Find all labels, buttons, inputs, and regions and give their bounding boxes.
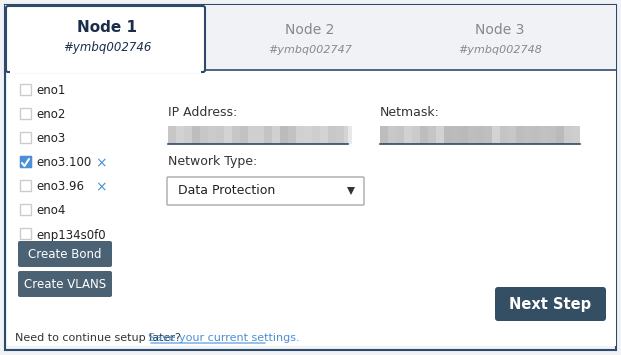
Text: Netmask:: Netmask: — [380, 105, 440, 119]
Bar — [168, 126, 348, 144]
Text: #ymbq002746: #ymbq002746 — [63, 40, 151, 54]
Bar — [492, 126, 500, 144]
Bar — [20, 204, 31, 215]
Text: Next Step: Next Step — [509, 296, 592, 311]
Text: Save your current settings.: Save your current settings. — [148, 333, 299, 343]
Bar — [288, 126, 296, 144]
Bar — [256, 126, 264, 144]
Polygon shape — [347, 187, 355, 195]
Bar — [548, 126, 556, 144]
Bar — [428, 126, 436, 144]
Bar — [248, 126, 256, 144]
Bar — [224, 126, 232, 144]
Bar — [572, 126, 580, 144]
Bar — [280, 126, 288, 144]
Bar — [336, 126, 344, 144]
FancyBboxPatch shape — [167, 177, 364, 205]
Bar — [380, 126, 388, 144]
Text: ×: × — [95, 180, 107, 194]
Bar — [10, 68, 201, 73]
Bar — [20, 108, 31, 119]
Bar — [412, 126, 420, 144]
Bar — [312, 126, 320, 144]
Text: Node 1: Node 1 — [77, 20, 137, 34]
Bar — [436, 126, 444, 144]
Text: Node 2: Node 2 — [285, 23, 335, 37]
Bar — [508, 126, 516, 144]
FancyBboxPatch shape — [18, 271, 112, 297]
Text: Need to continue setup later?: Need to continue setup later? — [15, 333, 181, 343]
Bar — [264, 126, 272, 144]
Bar — [176, 126, 184, 144]
Bar — [420, 126, 428, 144]
Bar — [460, 126, 468, 144]
Bar — [208, 126, 216, 144]
Bar — [216, 126, 224, 144]
FancyBboxPatch shape — [6, 6, 205, 72]
Bar — [328, 126, 336, 144]
Bar — [20, 180, 31, 191]
Text: eno1: eno1 — [36, 84, 65, 98]
Bar — [304, 126, 312, 144]
Bar — [7, 69, 616, 346]
Bar — [272, 126, 280, 144]
Bar — [452, 126, 460, 144]
Text: Data Protection: Data Protection — [178, 185, 275, 197]
FancyBboxPatch shape — [495, 287, 606, 321]
Bar — [168, 126, 176, 144]
Text: Create Bond: Create Bond — [28, 247, 102, 261]
Bar — [5, 5, 616, 70]
Bar — [468, 126, 476, 144]
Text: #ymbq002748: #ymbq002748 — [458, 45, 542, 55]
Bar — [232, 126, 240, 144]
Text: #ymbq002747: #ymbq002747 — [268, 45, 352, 55]
Bar — [524, 126, 532, 144]
Bar — [556, 126, 564, 144]
Bar — [532, 126, 540, 144]
Text: eno4: eno4 — [36, 204, 65, 218]
Text: enp134s0f1: enp134s0f1 — [36, 252, 106, 266]
Bar — [20, 228, 31, 239]
Text: Network Type:: Network Type: — [168, 155, 257, 169]
Text: IP Address:: IP Address: — [168, 105, 237, 119]
Text: Create VLANS: Create VLANS — [24, 278, 106, 290]
Bar — [516, 126, 524, 144]
Bar — [20, 252, 31, 263]
Bar — [20, 156, 31, 167]
Bar — [344, 126, 352, 144]
Text: Node 3: Node 3 — [475, 23, 525, 37]
Bar — [396, 126, 404, 144]
Bar — [476, 126, 484, 144]
Text: eno3.100: eno3.100 — [36, 157, 91, 169]
FancyBboxPatch shape — [18, 241, 112, 267]
Bar — [192, 126, 200, 144]
Bar — [240, 126, 248, 144]
Bar — [540, 126, 548, 144]
Bar — [20, 132, 31, 143]
Bar — [296, 126, 304, 144]
Text: eno3.96: eno3.96 — [36, 180, 84, 193]
Text: eno3: eno3 — [36, 132, 65, 146]
FancyBboxPatch shape — [5, 5, 616, 350]
Bar — [320, 126, 328, 144]
Bar — [20, 156, 31, 167]
Text: eno2: eno2 — [36, 109, 65, 121]
Bar — [200, 126, 208, 144]
Bar — [20, 84, 31, 95]
Bar — [564, 126, 572, 144]
Bar — [500, 126, 508, 144]
Bar — [184, 126, 192, 144]
Bar — [388, 126, 396, 144]
Text: ×: × — [95, 156, 107, 170]
Bar — [444, 126, 452, 144]
Bar — [484, 126, 492, 144]
Text: enp134s0f0: enp134s0f0 — [36, 229, 106, 241]
Bar — [380, 126, 580, 144]
Bar — [404, 126, 412, 144]
